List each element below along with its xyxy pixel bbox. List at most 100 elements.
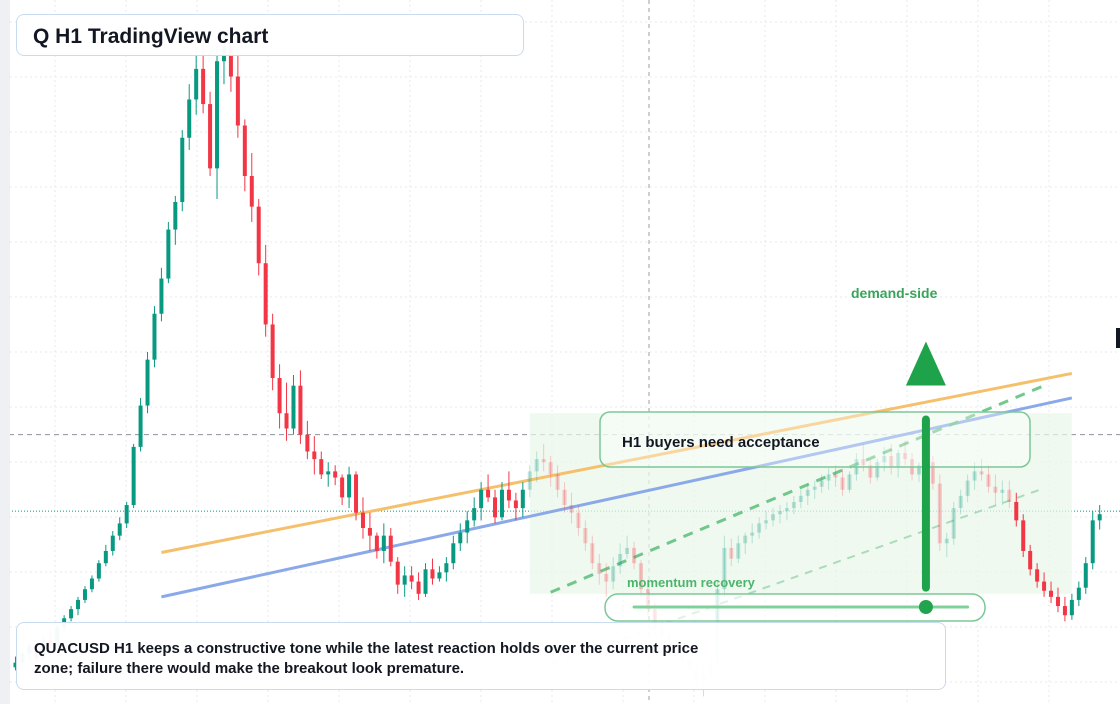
candle-body: [145, 359, 150, 406]
candle-body: [381, 535, 386, 551]
candle-body: [1062, 606, 1067, 616]
candle-body: [82, 589, 87, 600]
candle-body: [499, 489, 504, 518]
candle-body: [638, 563, 643, 590]
chart-title: Q H1 TradingView chart: [33, 25, 269, 48]
candle-body: [840, 477, 845, 490]
candle-body: [791, 501, 796, 509]
candle-body: [1021, 520, 1026, 551]
candle-body: [305, 434, 310, 452]
candle-body: [235, 76, 240, 126]
chart-note: QUACUSD H1 keeps a constructive tone whi…: [34, 640, 699, 677]
candle-body: [764, 520, 769, 524]
candle-body: [611, 566, 616, 582]
candle-body: [986, 474, 991, 487]
candle-body: [472, 508, 477, 521]
candle-body: [437, 572, 442, 579]
candle-body: [771, 514, 776, 521]
last-price-marker: [1116, 328, 1120, 348]
candle-body: [416, 581, 421, 594]
candle-body: [562, 489, 567, 506]
candle-body: [534, 459, 539, 472]
candle-body: [1028, 550, 1033, 570]
candle-body: [548, 462, 553, 475]
candle-body: [951, 508, 956, 539]
candle-body: [451, 543, 456, 564]
candle-body: [777, 511, 782, 515]
chart-note-box: QUACUSD H1 keeps a constructive tone whi…: [16, 622, 946, 690]
trendline-green-dashed-light: [550, 487, 1045, 666]
momentum-label: momentum recovery: [627, 575, 756, 590]
candle-body: [833, 474, 838, 478]
candle-body: [242, 125, 247, 176]
candle-body: [277, 378, 282, 414]
candle-body: [527, 471, 532, 490]
candle-body: [1090, 520, 1095, 564]
candle-body: [1055, 596, 1060, 607]
candle-body: [89, 578, 94, 590]
candle-body: [597, 563, 602, 574]
candle-body: [1069, 599, 1074, 616]
candle-body: [486, 489, 491, 498]
candle-body: [444, 563, 449, 573]
candle-body: [618, 554, 623, 567]
candle-body: [1007, 489, 1012, 502]
candle-body: [374, 535, 379, 551]
candle-body: [798, 495, 803, 502]
candle-body: [861, 459, 866, 466]
candle-body: [736, 543, 741, 559]
candle-body: [972, 471, 977, 481]
candle-body: [138, 405, 143, 447]
candle-body: [757, 523, 762, 533]
candle-body: [604, 573, 609, 582]
candle-body: [729, 547, 734, 559]
candle-body: [69, 609, 74, 619]
candle-body: [743, 535, 748, 544]
candle-body: [541, 459, 546, 463]
candle-body: [298, 385, 303, 435]
trendlines: [161, 371, 1073, 666]
candle-body: [326, 471, 331, 475]
candle-body: [520, 489, 525, 509]
candle-body: [340, 477, 345, 498]
candle-body: [215, 61, 220, 169]
candle-body: [937, 483, 942, 544]
candle-body: [479, 489, 484, 509]
candle-body: [360, 512, 365, 528]
candle-body: [1042, 581, 1047, 591]
candle-body: [180, 137, 185, 203]
candle-body: [194, 68, 199, 100]
candle-body: [347, 474, 352, 498]
momentum-marker: [918, 600, 933, 614]
candle-body: [423, 569, 428, 594]
candle-body: [930, 462, 935, 484]
candle-body: [513, 500, 518, 509]
candle-body: [110, 535, 115, 551]
candle-body: [722, 547, 727, 590]
candle-body: [333, 471, 338, 478]
candle-body: [159, 278, 164, 314]
candle-body: [826, 474, 831, 481]
candle-body: [1083, 563, 1088, 588]
candle-body: [76, 599, 81, 610]
candle-body: [367, 528, 372, 536]
candle-body: [131, 446, 136, 506]
candle-body: [555, 474, 560, 490]
candle-body: [958, 495, 963, 509]
candle-body: [784, 508, 789, 512]
candle-body: [882, 456, 887, 463]
candle-body: [493, 497, 498, 518]
candle-body: [465, 520, 470, 533]
candle-body: [1076, 587, 1081, 600]
candle-body: [96, 563, 101, 579]
candle-body: [590, 543, 595, 564]
candle-body: [944, 538, 949, 544]
candle-body: [430, 569, 435, 579]
candle-body: [625, 547, 630, 555]
candle-body: [409, 575, 414, 582]
candle-body: [166, 229, 171, 279]
candle-body: [583, 528, 588, 544]
candle-body: [632, 547, 637, 564]
candle-body: [103, 550, 108, 564]
